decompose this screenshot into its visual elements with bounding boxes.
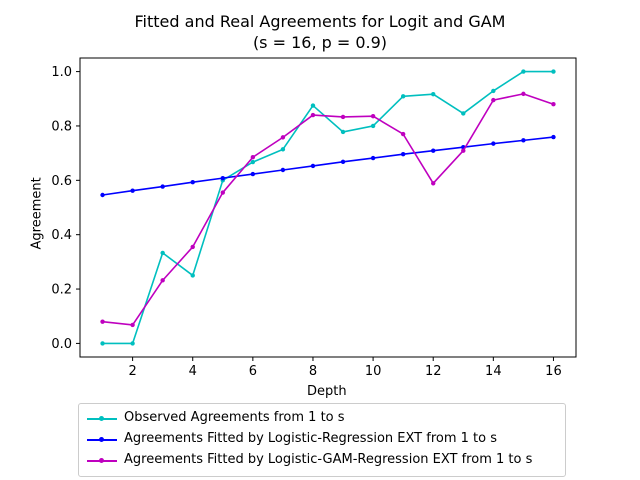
data-point-observed	[521, 69, 526, 74]
data-point-logit	[370, 155, 376, 161]
data-point-observed	[431, 91, 436, 97]
data-point-logit	[100, 192, 105, 198]
x-tick-label: 8	[309, 364, 317, 379]
y-tick-label: 0.2	[51, 283, 72, 298]
x-tick-label: 2	[128, 364, 136, 379]
legend-marker-gam	[99, 458, 104, 463]
series-line-logit	[102, 136, 554, 196]
data-point-logit	[551, 134, 556, 140]
data-point-gam	[431, 181, 436, 186]
data-point-gam	[521, 91, 526, 97]
data-point-gam	[551, 102, 556, 107]
x-tick-label: 12	[425, 364, 442, 379]
data-point-gam	[100, 319, 105, 324]
data-point-logit	[431, 148, 436, 153]
x-tick-label: 4	[189, 364, 197, 379]
data-point-logit	[220, 175, 225, 181]
legend-label-observed: Observed Agreements from 1 to s	[124, 410, 345, 425]
data-point-observed	[190, 273, 195, 278]
data-point-logit	[340, 159, 346, 165]
x-axis-label: Depth	[307, 384, 347, 399]
data-point-observed	[491, 88, 496, 94]
data-point-observed	[370, 123, 376, 129]
y-tick-label: 0.0	[51, 337, 72, 352]
legend-entry-gam: Agreements Fitted by Logistic-GAM-Regres…	[79, 451, 565, 471]
data-point-logit	[310, 163, 316, 169]
data-point-logit	[491, 141, 496, 146]
y-tick-label: 0.6	[51, 174, 72, 189]
data-point-gam	[491, 97, 496, 103]
data-point-observed	[100, 341, 105, 346]
y-tick-label: 1.0	[51, 65, 72, 80]
legend-label-logit: Agreements Fitted by Logistic-Regression…	[124, 431, 498, 446]
x-tick-label: 6	[249, 364, 257, 379]
data-point-logit	[250, 171, 256, 177]
data-point-logit	[160, 184, 165, 189]
y-axis-label: Agreement	[29, 177, 45, 250]
data-point-gam	[340, 114, 346, 120]
data-point-logit	[130, 188, 135, 193]
data-point-gam	[130, 322, 135, 328]
data-point-gam	[280, 135, 286, 140]
data-point-gam	[190, 244, 195, 250]
legend-entry-observed: Observed Agreements from 1 to s	[79, 409, 565, 429]
data-point-observed	[340, 129, 346, 135]
data-point-logit	[400, 152, 406, 157]
data-point-gam	[250, 155, 256, 160]
data-point-observed	[400, 94, 406, 99]
chart-title: Fitted and Real Agreements for Logit and…	[134, 12, 506, 31]
data-point-observed	[280, 147, 286, 152]
data-point-observed	[551, 69, 556, 74]
data-point-gam	[461, 148, 466, 153]
data-point-observed	[461, 111, 466, 116]
data-point-gam	[370, 113, 376, 119]
data-point-observed	[250, 159, 256, 165]
x-tick-label: 14	[485, 364, 502, 379]
legend-entry-logit: Agreements Fitted by Logistic-Regression…	[79, 430, 565, 450]
series-line-gam	[102, 93, 554, 326]
chart-subtitle: (s = 16, p = 0.9)	[252, 33, 388, 52]
legend-marker-observed	[99, 416, 104, 421]
data-point-observed	[160, 250, 165, 256]
data-point-gam	[220, 190, 225, 195]
data-point-logit	[521, 138, 526, 143]
data-point-logit	[190, 180, 195, 185]
y-tick-label: 0.8	[51, 119, 72, 134]
data-point-observed	[310, 103, 316, 108]
data-point-observed	[130, 341, 135, 346]
plot-frame	[79, 57, 577, 358]
x-tick-label: 10	[365, 364, 382, 379]
legend-label-gam: Agreements Fitted by Logistic-GAM-Regres…	[124, 452, 533, 467]
y-tick-label: 0.4	[51, 228, 72, 243]
data-point-gam	[310, 112, 316, 118]
data-point-gam	[160, 278, 165, 283]
x-tick-label: 16	[545, 364, 562, 379]
data-point-gam	[400, 131, 406, 137]
legend-marker-logit	[99, 437, 104, 442]
data-point-logit	[280, 167, 286, 173]
legend: Observed Agreements from 1 to s Agreemen…	[78, 403, 566, 477]
